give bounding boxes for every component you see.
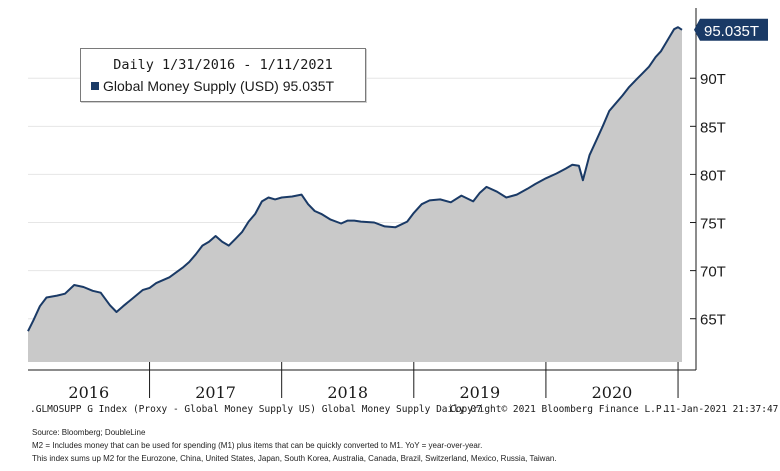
- x-tick-label-2016: 2016: [68, 383, 109, 400]
- x-tick-label-2018: 2018: [327, 383, 368, 400]
- legend-entry-label: Global Money Supply (USD) 95.035T: [103, 78, 335, 94]
- y-tick-label-90: 90T: [700, 71, 726, 88]
- x-tick-label-2020: 2020: [592, 383, 633, 400]
- y-tick-label-85: 85T: [700, 119, 726, 136]
- y-tick-label-75: 75T: [700, 216, 726, 233]
- footer-copyright: Copyright© 2021 Bloomberg Finance L.P.: [450, 404, 668, 415]
- chart-notes: Source: Bloomberg; DoubleLine M2 = Inclu…: [32, 426, 557, 465]
- series-line-global-money-supply: [27, 26, 683, 332]
- legend-entry-global-money-supply: Global Money Supply (USD) 95.035T: [91, 78, 334, 94]
- y-tick-label-70: 70T: [700, 264, 726, 281]
- last-value-badge: [694, 18, 768, 41]
- y-tick-label-65: 65T: [700, 312, 726, 329]
- footer-timestamp: 11-Jan-2021 21:37:47: [664, 404, 779, 415]
- m2-definition-note: M2 = Includes money that can be used for…: [32, 441, 483, 450]
- legend-swatch-icon: [91, 82, 99, 90]
- y-axis-ticks: 65T 70T 75T 80T 85T 90T: [690, 71, 726, 329]
- x-tick-label-2019: 2019: [459, 383, 500, 400]
- x-axis-ticks: 2016 2017 2018 2019 2020: [68, 362, 679, 400]
- legend: Daily 1/31/2016 - 1/11/2021 Global Money…: [80, 48, 366, 102]
- last-value-marker: 95.035T: [694, 18, 768, 41]
- y-tick-label-80: 80T: [700, 167, 726, 184]
- last-value-label: 95.035T: [704, 23, 759, 40]
- legend-title: Daily 1/31/2016 - 1/11/2021: [113, 57, 333, 73]
- series-area-fill: [28, 27, 682, 362]
- source-note: Source: Bloomberg; DoubleLine: [32, 428, 146, 437]
- index-description-note: This index sums up M2 for the Eurozone, …: [32, 454, 557, 463]
- x-tick-label-2017: 2017: [195, 383, 236, 400]
- footer-index: .GLMOSUPP G Index (Proxy - Global Money …: [30, 404, 482, 415]
